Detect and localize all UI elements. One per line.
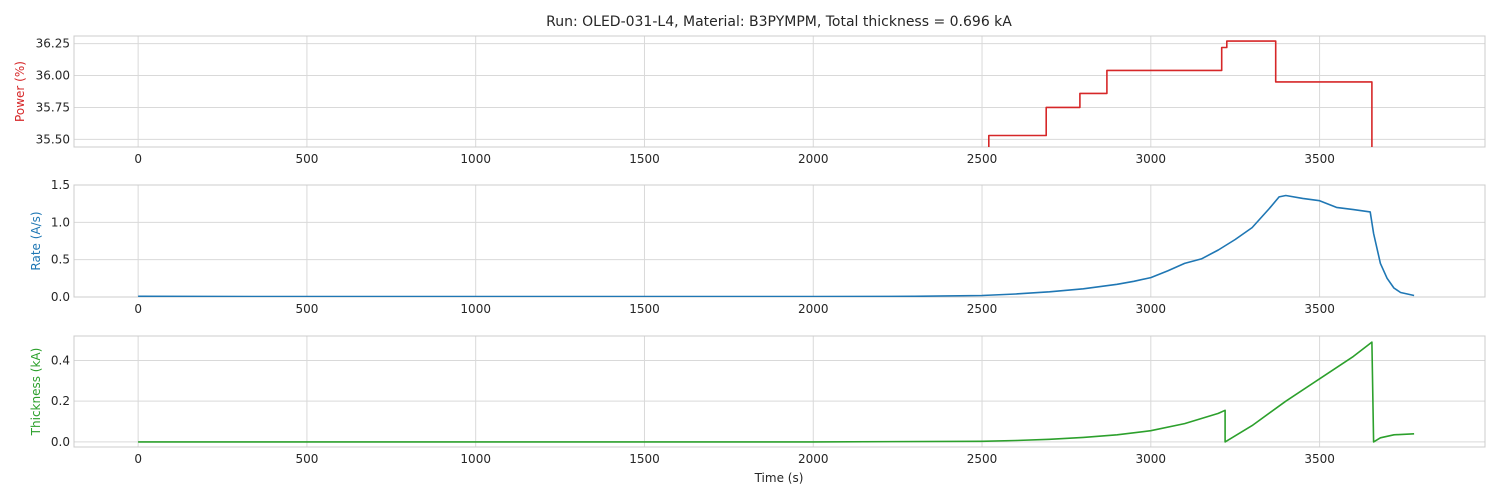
rate-y-tick-label: 0.0 bbox=[51, 290, 70, 304]
thickness-x-tick-label: 1500 bbox=[629, 452, 660, 466]
power-x-tick-label: 3500 bbox=[1304, 152, 1335, 166]
rate-x-tick-label: 1000 bbox=[460, 302, 491, 316]
rate-y-tick-label: 1.5 bbox=[51, 178, 70, 192]
x-axis-title: Time (s) bbox=[754, 471, 804, 485]
rate-axes-frame bbox=[73, 184, 1486, 298]
rate-subplot: 0 500 1000 1500 2000 2500 3000 3500 0.0 0.5 1.0 1.5… bbox=[29, 178, 1486, 316]
power-x-tick-label: 2000 bbox=[798, 152, 829, 166]
rate-x-tick-label: 500 bbox=[295, 302, 318, 316]
rate-x-tick-label: 3000 bbox=[1136, 302, 1167, 316]
rate-x-tick-label: 2500 bbox=[967, 302, 998, 316]
thickness-x-tick-label: 3500 bbox=[1304, 452, 1335, 466]
thickness-x-tick-label: 500 bbox=[295, 452, 318, 466]
power-x-tick-label: 1500 bbox=[629, 152, 660, 166]
power-y-tick-label: 35.50 bbox=[36, 132, 70, 146]
rate-y-tick-label: 1.0 bbox=[51, 215, 70, 229]
thickness-subplot: 0 500 1000 1500 2000 2500 3000 3500 0.0 0.2 0.4 Thi… bbox=[29, 335, 1486, 466]
power-x-tick-label: 0 bbox=[134, 152, 142, 166]
thickness-x-tick-label: 2500 bbox=[967, 452, 998, 466]
thickness-x-tick-label: 0 bbox=[134, 452, 142, 466]
power-y-axis-title: Power (%) bbox=[13, 61, 27, 122]
power-x-tick-label: 500 bbox=[295, 152, 318, 166]
rate-x-tick-label: 1500 bbox=[629, 302, 660, 316]
power-y-tick-label: 36.00 bbox=[36, 69, 70, 83]
thickness-y-tick-label: 0.2 bbox=[51, 394, 70, 408]
thickness-y-tick-label: 0.0 bbox=[51, 435, 70, 449]
power-subplot: 0 500 1000 1500 2000 2500 3000 3500 35.50 35.75 36… bbox=[13, 35, 1486, 166]
thickness-x-tick-label: 3000 bbox=[1136, 452, 1167, 466]
thickness-x-tick-label: 1000 bbox=[460, 452, 491, 466]
thickness-y-axis-title: Thickness (kA) bbox=[29, 348, 43, 437]
power-series-line bbox=[988, 40, 1373, 147]
chart-title: Run: OLED-031-L4, Material: B3PYMPM, Tot… bbox=[546, 14, 1012, 30]
rate-x-tick-label: 2000 bbox=[798, 302, 829, 316]
power-axes-frame bbox=[73, 35, 1486, 148]
thickness-y-tick-label: 0.4 bbox=[51, 353, 70, 367]
power-y-tick-label: 36.25 bbox=[36, 37, 70, 51]
thickness-series-line bbox=[138, 341, 1415, 443]
rate-x-tick-label: 0 bbox=[134, 302, 142, 316]
power-y-tick-label: 35.75 bbox=[36, 100, 70, 114]
rate-series-line bbox=[138, 194, 1415, 297]
rate-x-tick-label: 3500 bbox=[1304, 302, 1335, 316]
power-x-tick-label: 3000 bbox=[1136, 152, 1167, 166]
thickness-axes-frame bbox=[73, 335, 1486, 448]
thickness-x-tick-label: 2000 bbox=[798, 452, 829, 466]
power-x-tick-label: 1000 bbox=[460, 152, 491, 166]
power-x-tick-label: 2500 bbox=[967, 152, 998, 166]
rate-y-tick-label: 0.5 bbox=[51, 253, 70, 267]
rate-y-axis-title: Rate (A/s) bbox=[29, 211, 43, 270]
